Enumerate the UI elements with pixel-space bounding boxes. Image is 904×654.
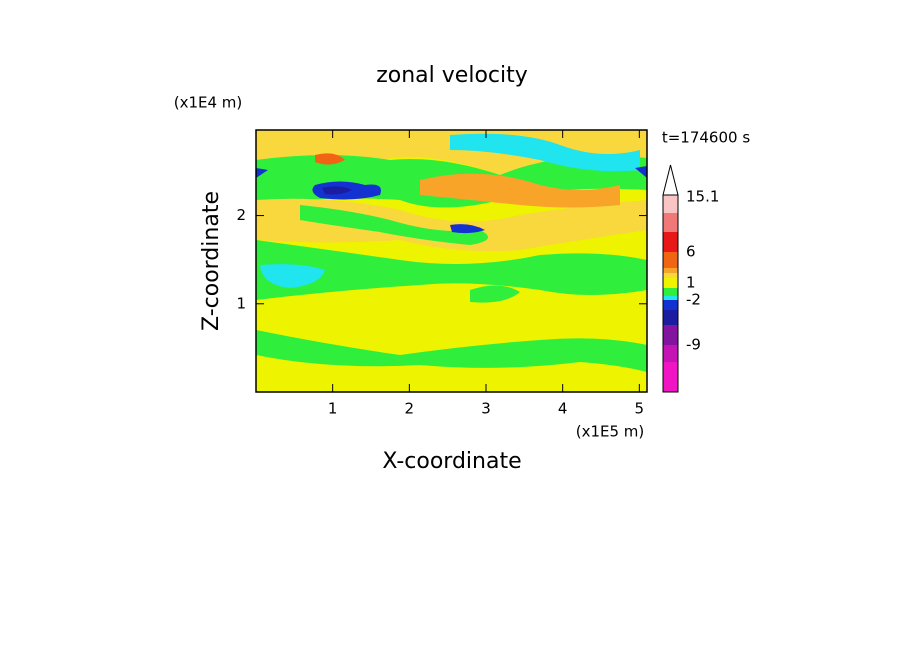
y-tick-label: 1 xyxy=(236,294,246,312)
colorbar-segment xyxy=(663,296,678,300)
x-tick-label: 5 xyxy=(635,400,645,418)
colorbar-label: -9 xyxy=(686,336,701,354)
colorbar-segment xyxy=(663,345,678,362)
colorbar-segment xyxy=(663,325,678,345)
y-axis-label: Z-coordinate xyxy=(199,191,224,331)
colorbar-segment xyxy=(663,232,678,252)
colorbar-label: 15.1 xyxy=(686,188,719,206)
chart-title: zonal velocity xyxy=(376,63,528,88)
colorbar-segment xyxy=(663,288,678,296)
x-tick-label: 1 xyxy=(328,400,338,418)
y-unit: (x1E4 m) xyxy=(174,94,243,112)
x-axis-label: X-coordinate xyxy=(382,449,521,474)
colorbar-segment xyxy=(663,252,678,268)
y-tick-label: 2 xyxy=(236,206,246,224)
colorbar-segment xyxy=(663,300,678,310)
colorbar-segment xyxy=(663,310,678,325)
x-tick-label: 2 xyxy=(405,400,415,418)
annotation: t=174600 s xyxy=(662,129,750,147)
colorbar-frame xyxy=(662,194,679,393)
contour-field xyxy=(256,130,647,392)
colorbar-segment xyxy=(663,362,678,392)
colorbar-arrow xyxy=(662,164,679,196)
x-tick-label: 4 xyxy=(558,400,568,418)
colorbar-segment xyxy=(663,278,678,288)
colorbar-label: -2 xyxy=(686,291,701,309)
colorbar-segment xyxy=(663,273,678,278)
colorbar-label: 6 xyxy=(686,243,696,261)
colorbar-segment xyxy=(663,268,678,273)
colorbar-label: 1 xyxy=(686,274,696,292)
colorbar-segment xyxy=(663,195,678,213)
x-tick-label: 3 xyxy=(481,400,491,418)
x-unit: (x1E5 m) xyxy=(576,423,645,441)
colorbar-segment xyxy=(663,213,678,232)
plot-frame xyxy=(255,129,648,393)
